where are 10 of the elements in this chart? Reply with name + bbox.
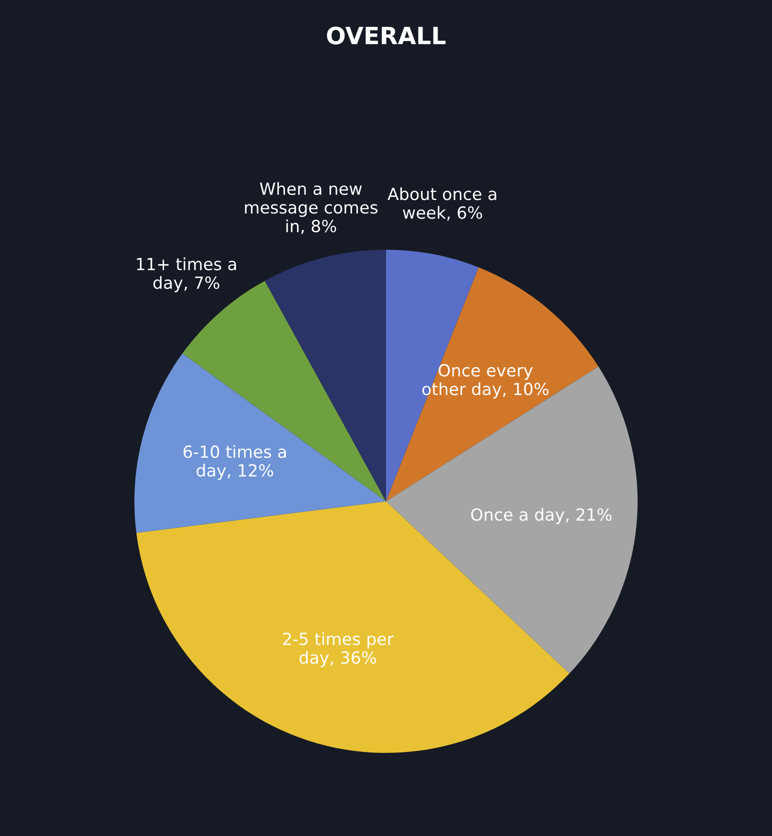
slice-label: 11+ times a day, 7% <box>136 257 236 292</box>
slice-label: When a new message comes in, 8% <box>245 182 378 234</box>
pie-slice <box>136 501 570 753</box>
slice-label: 6-10 times a day, 12% <box>184 445 286 480</box>
pie-slice <box>386 267 598 502</box>
pie-slice <box>134 353 386 533</box>
slice-label: 2-5 times per day, 36% <box>283 632 394 668</box>
slice-label: Once a day, 21% <box>471 508 612 524</box>
chart-title: OVERALL <box>326 26 446 44</box>
slice-label: About once a week, 6% <box>388 187 496 221</box>
